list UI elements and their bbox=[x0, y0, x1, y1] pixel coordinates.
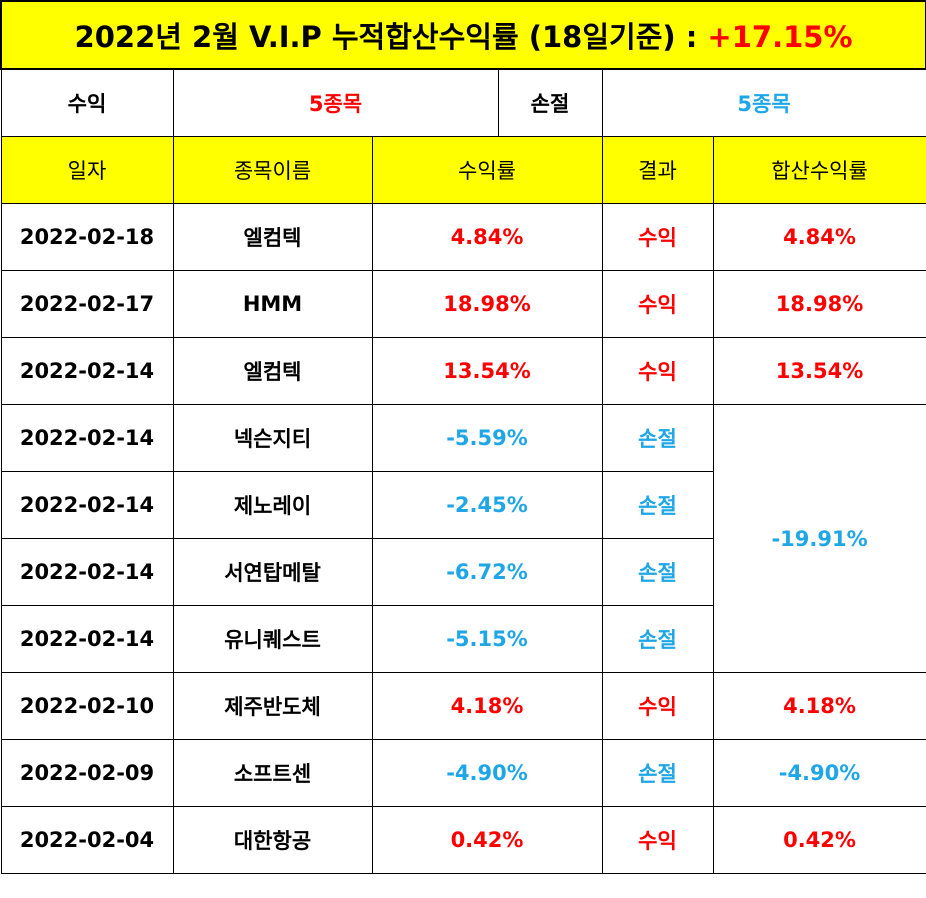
stock-name-cell: 제주반도체 bbox=[172, 672, 373, 740]
result-cell: 손절 bbox=[601, 538, 714, 606]
title-total: +17.15% bbox=[707, 20, 853, 54]
result-cell: 수익 bbox=[601, 337, 714, 405]
stock-name-cell: HMM bbox=[172, 270, 373, 338]
date-cell: 2022-02-14 bbox=[0, 605, 174, 673]
column-header: 종목이름 bbox=[172, 136, 373, 204]
column-header: 합산수익률 bbox=[712, 136, 926, 204]
stock-name-cell: 제노레이 bbox=[172, 471, 373, 539]
date-cell: 2022-02-10 bbox=[0, 672, 174, 740]
rate-cell: 13.54% bbox=[371, 337, 603, 405]
date-cell: 2022-02-09 bbox=[0, 739, 174, 807]
result-cell: 수익 bbox=[601, 806, 714, 874]
rate-cell: -5.59% bbox=[371, 404, 603, 472]
date-cell: 2022-02-18 bbox=[0, 203, 174, 271]
page-title: 2022년 2월 V.I.P 누적합산수익률 (18일기준) : +17.15% bbox=[0, 0, 926, 70]
column-header: 수익률 bbox=[371, 136, 603, 204]
table-row: 2022-02-04 대한항공 0.42% 수익 0.42% bbox=[0, 806, 926, 874]
loss-label: 손절 bbox=[497, 68, 603, 137]
table-row: 2022-02-18 엘컴텍 4.84% 수익 4.84% bbox=[0, 203, 926, 271]
result-cell: 수익 bbox=[601, 270, 714, 338]
sum-cell: 13.54% bbox=[712, 337, 926, 405]
table-row: 2022-02-09 소프트센 -4.90% 손절 -4.90% bbox=[0, 739, 926, 807]
result-cell: 수익 bbox=[601, 203, 714, 271]
table-row: 2022-02-14 엘컴텍 13.54% 수익 13.54% bbox=[0, 337, 926, 405]
stock-name-cell: 유니퀘스트 bbox=[172, 605, 373, 673]
table-row: 2022-02-14 유니퀘스트 -5.15% 손절 bbox=[0, 605, 926, 673]
loss-count: 5종목 bbox=[601, 68, 926, 137]
summary-row: 수익 5종목 손절 5종목 bbox=[0, 68, 926, 137]
date-cell: 2022-02-14 bbox=[0, 471, 174, 539]
header-row: 일자 종목이름 수익률 결과 합산수익률 bbox=[0, 136, 926, 204]
table-row: 2022-02-17 HMM 18.98% 수익 18.98% bbox=[0, 270, 926, 338]
date-cell: 2022-02-17 bbox=[0, 270, 174, 338]
result-cell: 손절 bbox=[601, 605, 714, 673]
title-row: 2022년 2월 V.I.P 누적합산수익률 (18일기준) : +17.15% bbox=[0, 0, 926, 70]
result-cell: 손절 bbox=[601, 739, 714, 807]
rate-cell: 0.42% bbox=[371, 806, 603, 874]
rate-cell: 18.98% bbox=[371, 270, 603, 338]
stock-name-cell: 엘컴텍 bbox=[172, 203, 373, 271]
results-table: 2022년 2월 V.I.P 누적합산수익률 (18일기준) : +17.15%… bbox=[0, 0, 926, 874]
table-row: 2022-02-14 넥슨지티 -5.59% 손절 -19.91% bbox=[0, 404, 926, 673]
sum-cell: -4.90% bbox=[712, 739, 926, 807]
stock-name-cell: 넥슨지티 bbox=[172, 404, 373, 472]
stock-name-cell: 엘컴텍 bbox=[172, 337, 373, 405]
rate-cell: 4.18% bbox=[371, 672, 603, 740]
sum-cell: 18.98% bbox=[712, 270, 926, 338]
result-cell: 수익 bbox=[601, 672, 714, 740]
column-header: 결과 bbox=[601, 136, 714, 204]
rate-cell: -2.45% bbox=[371, 471, 603, 539]
profit-label: 수익 bbox=[0, 68, 174, 137]
date-cell: 2022-02-14 bbox=[0, 538, 174, 606]
sum-cell: 4.18% bbox=[712, 672, 926, 740]
result-cell: 손절 bbox=[601, 404, 714, 472]
date-cell: 2022-02-14 bbox=[0, 337, 174, 405]
rate-cell: 4.84% bbox=[371, 203, 603, 271]
date-cell: 2022-02-14 bbox=[0, 404, 174, 472]
profit-count: 5종목 bbox=[172, 68, 499, 137]
result-cell: 손절 bbox=[601, 471, 714, 539]
table-body: 2022-02-18 엘컴텍 4.84% 수익 4.84% 2022-02-17 HMM 18… bbox=[0, 203, 926, 874]
date-cell: 2022-02-04 bbox=[0, 806, 174, 874]
merged-sum-cell: -19.91% bbox=[712, 404, 926, 673]
sum-cell: 4.84% bbox=[712, 203, 926, 271]
stock-name-cell: 서연탑메탈 bbox=[172, 538, 373, 606]
table-row: 2022-02-10 제주반도체 4.18% 수익 4.18% bbox=[0, 672, 926, 740]
title-text: 2022년 2월 V.I.P 누적합산수익률 (18일기준) : bbox=[74, 20, 708, 54]
stock-name-cell: 소프트센 bbox=[172, 739, 373, 807]
sum-cell: 0.42% bbox=[712, 806, 926, 874]
rate-cell: -4.90% bbox=[371, 739, 603, 807]
stock-name-cell: 대한항공 bbox=[172, 806, 373, 874]
rate-cell: -6.72% bbox=[371, 538, 603, 606]
column-header: 일자 bbox=[0, 136, 174, 204]
rate-cell: -5.15% bbox=[371, 605, 603, 673]
